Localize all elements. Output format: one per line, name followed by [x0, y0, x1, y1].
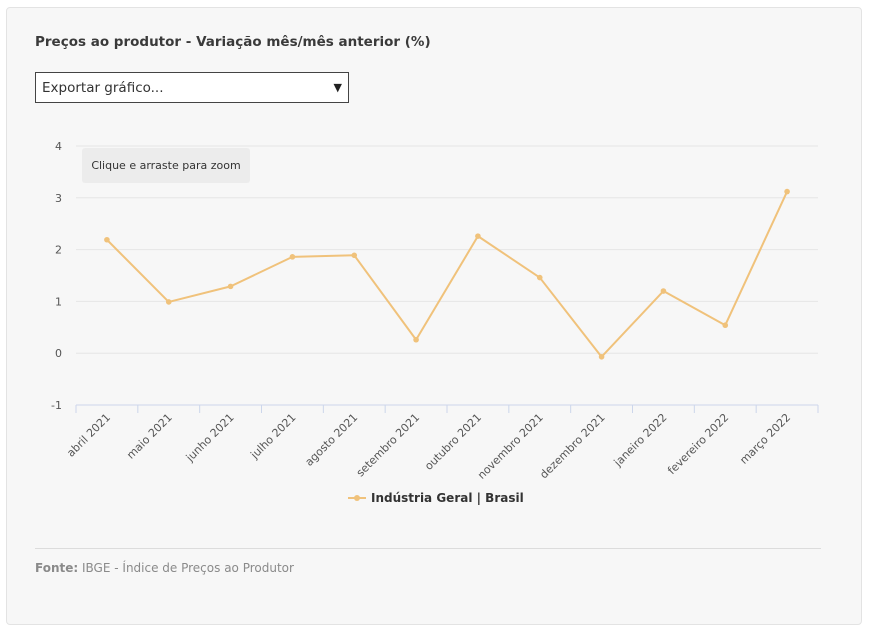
y-tick-label: 2 — [55, 244, 62, 257]
data-point[interactable] — [660, 288, 667, 294]
x-tick-label: janeiro 2022 — [611, 411, 670, 470]
data-point[interactable] — [598, 354, 605, 360]
source-text: IBGE - Índice de Preços ao Produtor — [82, 561, 294, 575]
x-tick-label: julho 2021 — [247, 411, 298, 462]
x-tick-label: março 2022 — [737, 411, 793, 467]
export-chart-select[interactable]: Exportar gráfico... ▼ — [35, 72, 349, 103]
x-tick-label: maio 2021 — [124, 411, 175, 462]
data-point[interactable] — [413, 336, 419, 343]
zoom-hint: Clique e arraste para zoom — [82, 148, 250, 183]
x-tick-label: abril 2021 — [64, 411, 113, 460]
data-point[interactable] — [227, 283, 234, 290]
data-point[interactable] — [104, 236, 110, 243]
data-point[interactable] — [536, 274, 543, 281]
data-point[interactable] — [289, 254, 296, 260]
chart-title: Preços ao produtor - Variação mês/mês an… — [35, 34, 431, 50]
series-line[interactable] — [106, 191, 788, 358]
x-tick-label: dezembro 2021 — [537, 411, 607, 481]
data-point[interactable] — [165, 299, 172, 305]
source-note: Fonte: IBGE - Índice de Preços ao Produt… — [35, 561, 294, 575]
y-tick-label: 1 — [55, 295, 62, 308]
y-tick-label: 4 — [55, 140, 62, 153]
export-select-value: Exportar gráfico... — [42, 79, 164, 96]
x-tick-label: setembro 2021 — [354, 411, 422, 479]
grid-lines — [76, 145, 818, 354]
chevron-down-icon: ▼ — [333, 81, 342, 94]
data-point[interactable] — [784, 188, 790, 195]
x-tick-label: novembro 2021 — [475, 411, 546, 482]
legend-item[interactable]: Indústria Geral | Brasil — [348, 491, 524, 505]
data-point[interactable] — [351, 252, 358, 259]
x-tick-label: outubro 2021 — [422, 411, 484, 473]
data-point[interactable] — [722, 322, 729, 329]
series-industria-geral[interactable] — [104, 188, 790, 360]
data-point[interactable] — [475, 233, 481, 239]
x-tick-label: fevereiro 2022 — [665, 411, 731, 477]
footer-divider — [35, 548, 821, 549]
x-axis-labels: abril 2021 maio 2021 junho 2021 julho 2021 a… — [64, 411, 793, 482]
chart-card — [6, 7, 862, 625]
x-tick-label: agosto 2021 — [303, 411, 361, 469]
y-tick-label: 0 — [55, 347, 62, 360]
legend-label: Indústria Geral | Brasil — [371, 491, 524, 505]
y-tick-label: -1 — [51, 399, 62, 412]
y-axis-labels: -1 0 1 2 3 4 — [51, 140, 62, 412]
legend-line-marker-icon — [348, 495, 366, 501]
x-tick-label: junho 2021 — [183, 411, 237, 465]
y-tick-label: 3 — [55, 192, 62, 205]
x-axis — [75, 404, 819, 413]
source-label: Fonte: — [35, 561, 79, 575]
